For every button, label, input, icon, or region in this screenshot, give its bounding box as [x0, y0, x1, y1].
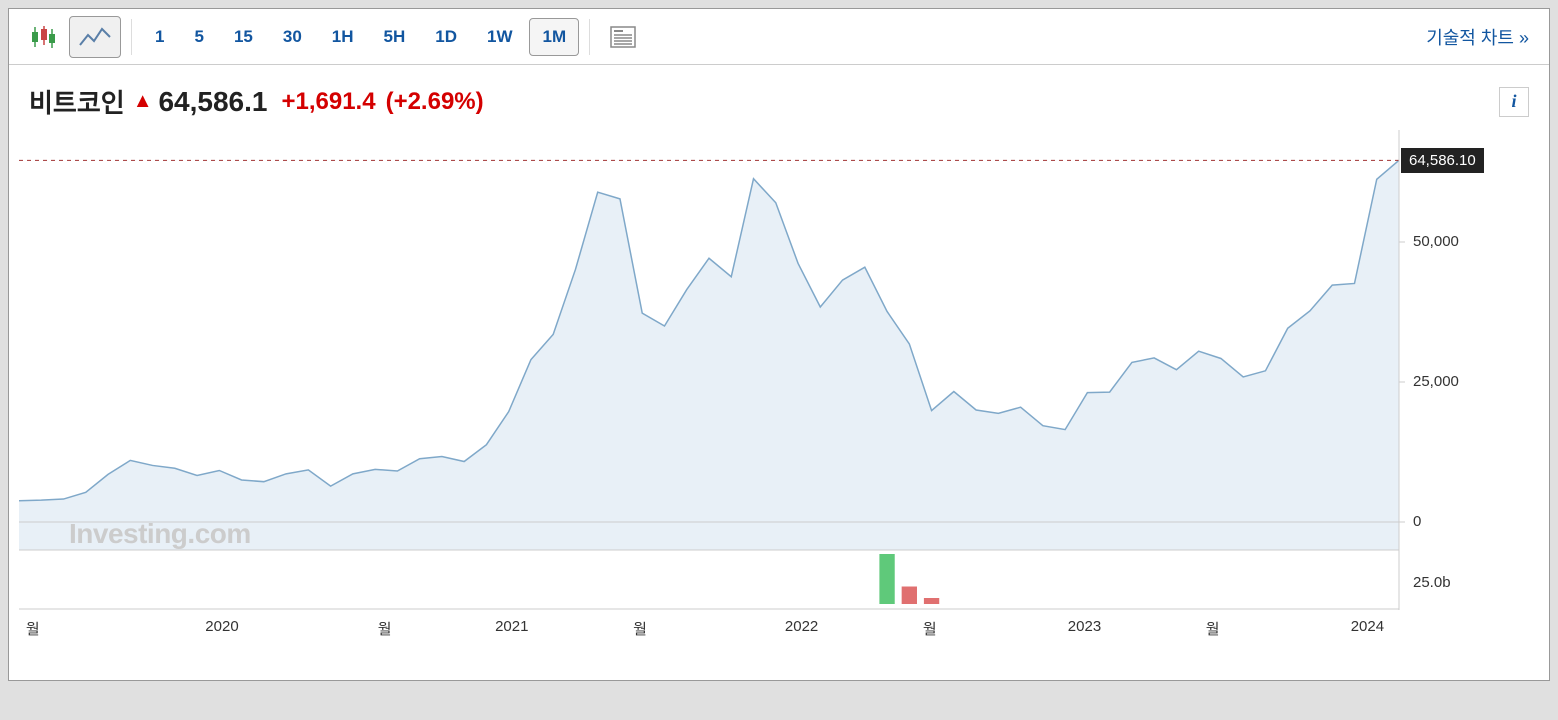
- news-icon: [609, 25, 637, 49]
- price-change-pct: (+2.69%): [386, 88, 484, 116]
- separator: [131, 19, 132, 55]
- timeframe-1H[interactable]: 1H: [319, 18, 367, 56]
- price-header: 비트코인 ▲ 64,586.1 +1,691.4 (+2.69%) i: [9, 65, 1549, 130]
- x-tick-label: 월: [1206, 618, 1220, 639]
- volume-bar: [879, 554, 894, 604]
- price-area: [19, 160, 1399, 550]
- x-tick-label: 2020: [205, 618, 238, 635]
- current-price-label: 64,586.10: [1401, 148, 1484, 173]
- arrow-up-icon: ▲: [133, 90, 153, 113]
- vol-tick-label: 25.0b: [1413, 574, 1451, 591]
- timeframe-group: 1515301H5H1D1W1M: [142, 18, 579, 56]
- x-tick-label: 월: [633, 618, 647, 639]
- timeframe-30[interactable]: 30: [270, 18, 315, 56]
- symbol-name: 비트코인: [29, 83, 125, 120]
- x-tick-label: 2023: [1068, 618, 1101, 635]
- y-tick-label: 25,000: [1413, 373, 1459, 390]
- timeframe-5H[interactable]: 5H: [371, 18, 419, 56]
- chart-svg: [19, 130, 1519, 650]
- timeframe-5[interactable]: 5: [181, 18, 216, 56]
- price-chart[interactable]: Investing.com 64,586.10 0 25,000 50,000 25.0…: [19, 130, 1539, 670]
- line-chart-icon: [78, 23, 112, 51]
- technical-chart-link[interactable]: 기술적 차트 »: [1426, 24, 1539, 50]
- last-price: 64,586.1: [158, 86, 267, 118]
- x-tick-label: 월: [26, 618, 40, 639]
- y-tick-label: 0: [1413, 513, 1421, 530]
- volume-bar: [902, 587, 917, 605]
- line-chart-button[interactable]: [69, 16, 121, 58]
- chart-area: Investing.com 64,586.10 0 25,000 50,000 25.0…: [9, 130, 1549, 680]
- separator: [589, 19, 590, 55]
- volume-bar: [924, 598, 939, 604]
- x-tick-label: 2021: [495, 618, 528, 635]
- watermark: Investing.com: [69, 518, 251, 550]
- x-tick-label: 2024: [1351, 618, 1384, 635]
- chart-container: 1515301H5H1D1W1M 기술적 차트 » 비트코인 ▲ 64,586.…: [8, 8, 1550, 681]
- timeframe-1M[interactable]: 1M: [529, 18, 579, 56]
- toolbar: 1515301H5H1D1W1M 기술적 차트 »: [9, 9, 1549, 65]
- candle-icon: [28, 23, 56, 51]
- news-button[interactable]: [600, 18, 646, 56]
- x-tick-label: 월: [923, 618, 937, 639]
- timeframe-15[interactable]: 15: [221, 18, 266, 56]
- x-tick-label: 월: [378, 618, 392, 639]
- chart-type-group: [19, 16, 121, 58]
- y-tick-label: 50,000: [1413, 233, 1459, 250]
- price-change: +1,691.4: [281, 88, 375, 116]
- info-button[interactable]: i: [1499, 87, 1529, 117]
- timeframe-1W[interactable]: 1W: [474, 18, 526, 56]
- timeframe-1[interactable]: 1: [142, 18, 177, 56]
- x-tick-label: 2022: [785, 618, 818, 635]
- candle-chart-button[interactable]: [19, 16, 65, 58]
- timeframe-1D[interactable]: 1D: [422, 18, 470, 56]
